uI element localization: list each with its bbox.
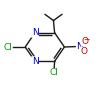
Text: O: O — [81, 37, 88, 46]
Text: Cl: Cl — [50, 69, 58, 77]
Text: Cl: Cl — [3, 42, 12, 52]
Text: +: + — [79, 42, 84, 47]
Text: −: − — [84, 35, 90, 44]
Text: O: O — [80, 47, 87, 56]
Text: N: N — [32, 57, 38, 66]
Text: N: N — [76, 42, 83, 51]
Text: N: N — [32, 28, 38, 37]
